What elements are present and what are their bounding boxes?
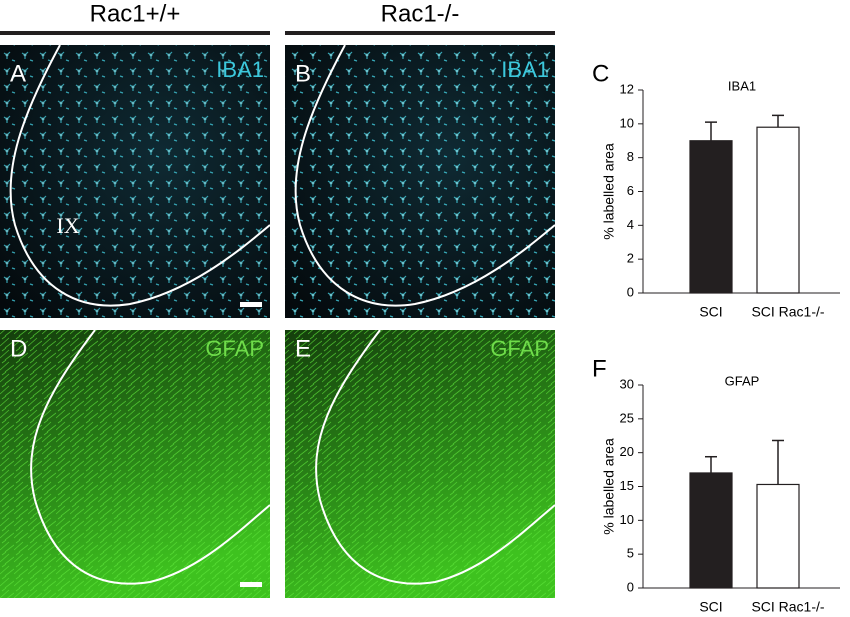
column-header: Rac1-/- [381,0,460,27]
stain-label: GFAP [205,336,264,361]
micrograph [285,330,555,598]
y-tick-label: 30 [620,376,634,391]
x-tick-label: SCI Rac1-/- [751,599,824,615]
y-axis-label: % labelled area [601,438,617,535]
y-axis-label: % labelled area [601,143,617,240]
region-label: IX [56,213,79,238]
y-tick-label: 12 [620,81,634,96]
column-header: Rac1+/+ [90,0,181,27]
panel-letter: D [10,335,27,362]
micrograph [285,45,555,318]
panel-letter: A [10,60,26,87]
panel-letter: F [592,355,607,382]
stain-label: IBA1 [501,57,549,82]
y-tick-label: 20 [620,444,634,459]
y-tick-label: 10 [620,512,634,527]
panel-letter: B [295,60,311,87]
bar [689,472,733,589]
panel-letter: E [295,335,311,362]
y-tick-label: 0 [627,284,634,299]
micrograph [0,45,270,318]
bar [756,483,800,589]
y-tick-label: 15 [620,478,634,493]
y-tick-label: 5 [627,546,634,561]
bar [689,140,733,294]
chart-title: GFAP [725,373,760,388]
y-tick-label: 25 [620,410,634,425]
chart-title: IBA1 [728,78,756,93]
stain-label: GFAP [490,336,549,361]
bar [756,126,800,294]
y-tick-label: 8 [627,149,634,164]
y-tick-label: 10 [620,115,634,130]
stain-label: IBA1 [216,57,264,82]
y-tick-label: 2 [627,251,634,266]
y-tick-label: 0 [627,579,634,594]
panel-letter: C [592,60,609,87]
x-tick-label: SCI [699,599,722,615]
x-tick-label: SCI [699,304,722,320]
x-tick-label: SCI Rac1-/- [751,304,824,320]
micrograph [0,330,270,598]
y-tick-label: 6 [627,183,634,198]
y-tick-label: 4 [627,217,634,232]
